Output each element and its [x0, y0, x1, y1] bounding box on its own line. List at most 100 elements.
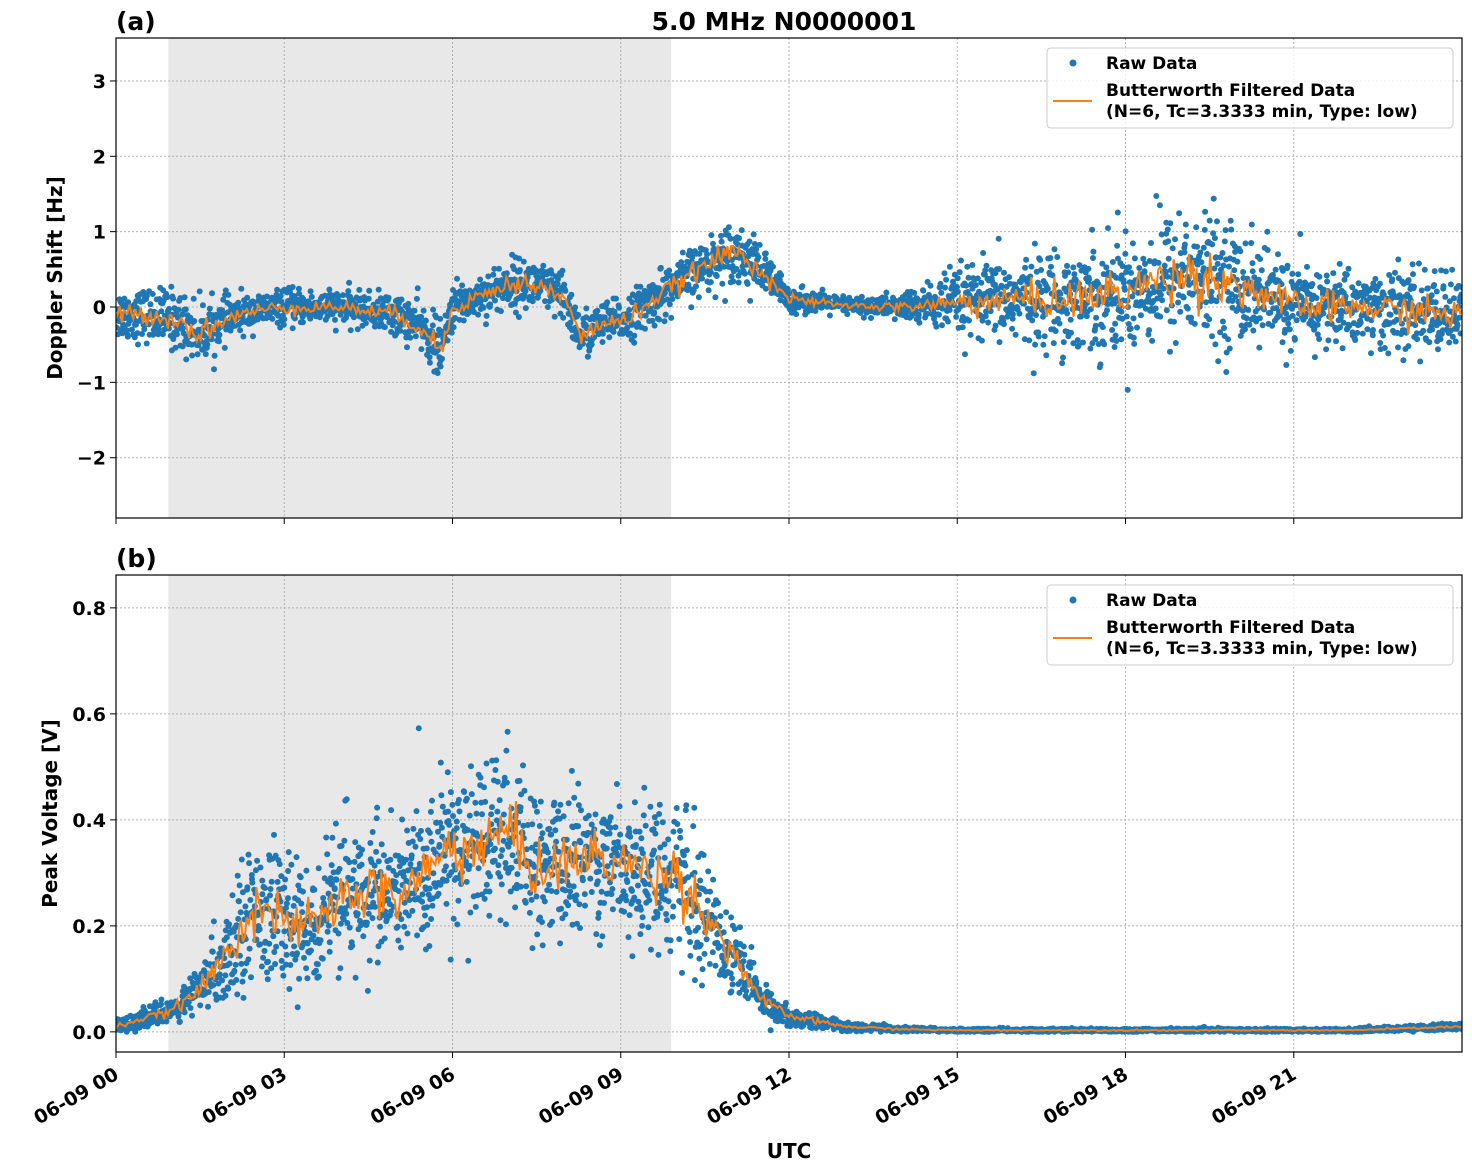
raw-data-point: [709, 949, 716, 956]
raw-data-point: [1210, 230, 1217, 237]
raw-data-point: [455, 298, 462, 305]
raw-data-point: [1289, 270, 1296, 277]
raw-data-point: [1016, 310, 1023, 317]
raw-data-point: [333, 876, 340, 883]
raw-data-point: [240, 994, 247, 1001]
raw-data-point: [635, 320, 642, 327]
raw-data-point: [1281, 316, 1288, 323]
raw-data-point: [1395, 256, 1402, 263]
raw-data-point: [474, 283, 481, 290]
raw-data-point: [1304, 263, 1310, 270]
raw-data-point: [390, 867, 397, 874]
raw-data-point: [953, 313, 960, 320]
raw-data-point: [289, 284, 296, 290]
raw-data-point: [594, 307, 601, 314]
raw-data-point: [558, 877, 565, 884]
raw-data-point: [1440, 283, 1447, 290]
raw-data-point: [560, 813, 567, 820]
raw-data-point: [736, 235, 742, 242]
raw-data-point: [344, 920, 351, 926]
raw-data-point: [941, 270, 948, 277]
raw-data-point: [231, 967, 238, 974]
raw-data-point: [567, 888, 574, 895]
raw-data-point: [1130, 315, 1137, 322]
raw-data-point: [500, 295, 506, 302]
raw-data-point: [181, 983, 187, 990]
raw-data-point: [418, 313, 425, 320]
raw-data-point: [529, 945, 536, 952]
raw-data-point: [575, 311, 582, 318]
raw-data-point: [492, 845, 498, 852]
raw-data-point: [1040, 341, 1047, 348]
raw-data-point: [1067, 316, 1074, 323]
raw-data-point: [314, 961, 321, 968]
raw-data-point: [756, 241, 763, 248]
raw-data-point: [1261, 306, 1267, 313]
raw-data-point: [995, 235, 1002, 242]
raw-data-point: [1060, 339, 1067, 346]
raw-data-point: [819, 286, 826, 293]
raw-data-point: [252, 867, 259, 874]
raw-data-point: [751, 241, 758, 247]
raw-data-point: [474, 892, 481, 899]
raw-data-point: [729, 975, 735, 982]
raw-data-point: [335, 974, 342, 981]
y-axis-label: Doppler Shift [Hz]: [43, 176, 67, 380]
raw-data-point: [1255, 305, 1262, 312]
raw-data-point: [356, 286, 363, 293]
raw-data-point: [343, 910, 350, 917]
raw-data-point: [1242, 240, 1249, 247]
raw-data-point: [196, 288, 203, 295]
raw-data-point: [639, 850, 646, 857]
raw-data-point: [268, 965, 275, 972]
raw-data-point: [1172, 236, 1178, 243]
raw-data-point: [1131, 340, 1138, 347]
raw-data-point: [601, 900, 607, 906]
raw-data-point: [1426, 339, 1433, 346]
raw-data-point: [498, 881, 505, 888]
raw-data-point: [1296, 278, 1303, 285]
raw-data-point: [1136, 265, 1143, 271]
raw-data-point: [599, 339, 606, 345]
raw-data-point: [398, 296, 405, 303]
raw-data-point: [209, 948, 216, 955]
raw-data-point: [238, 285, 245, 292]
raw-data-point: [1436, 320, 1443, 326]
raw-data-point: [1456, 314, 1462, 321]
raw-data-point: [528, 896, 535, 903]
raw-data-point: [1109, 327, 1116, 333]
raw-data-point: [423, 845, 430, 852]
raw-data-point: [402, 856, 409, 863]
raw-data-point: [946, 307, 953, 313]
raw-data-point: [526, 909, 533, 916]
raw-data-point: [204, 341, 211, 348]
raw-data-point: [1249, 260, 1256, 267]
raw-data-point: [1214, 218, 1220, 225]
raw-data-point: [439, 803, 446, 810]
raw-data-point: [335, 930, 342, 937]
raw-data-point: [466, 812, 473, 819]
raw-data-point: [430, 870, 437, 877]
raw-data-point: [608, 891, 615, 898]
raw-data-point: [499, 847, 506, 853]
raw-data-point: [480, 304, 487, 311]
raw-data-point: [695, 924, 701, 931]
raw-data-point: [1033, 312, 1039, 318]
raw-data-point: [549, 918, 556, 925]
raw-data-point: [738, 227, 745, 234]
raw-data-point: [426, 829, 433, 836]
raw-data-point: [181, 1009, 188, 1016]
raw-data-point: [181, 294, 188, 301]
raw-data-point: [267, 892, 273, 899]
raw-data-point: [924, 310, 931, 317]
raw-data-point: [1037, 256, 1044, 263]
raw-data-point: [572, 304, 579, 311]
raw-data-point: [1393, 316, 1400, 323]
raw-data-point: [540, 262, 547, 269]
raw-data-point: [399, 816, 406, 823]
raw-data-point: [612, 824, 619, 831]
raw-data-point: [1111, 300, 1118, 307]
raw-data-point: [1028, 263, 1035, 270]
raw-data-point: [1246, 321, 1253, 328]
